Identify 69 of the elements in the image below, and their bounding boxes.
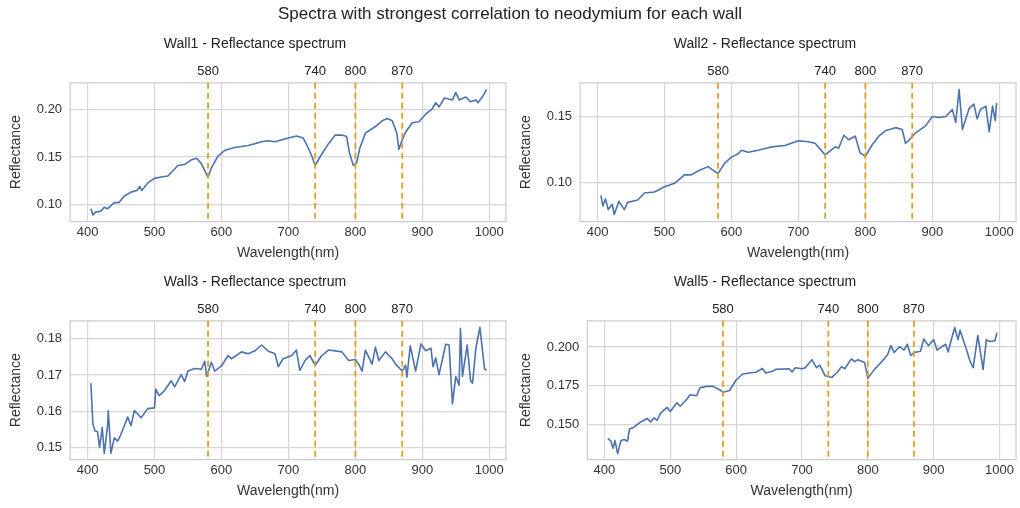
y-tick-label: 0.15 bbox=[36, 148, 63, 164]
x-tick-label: 400 bbox=[586, 223, 609, 239]
ref-line-label: 740 bbox=[304, 62, 327, 78]
x-axis-title: Wavelength(nm) bbox=[236, 244, 340, 261]
ref-line-label: 800 bbox=[344, 62, 367, 78]
x-tick-label: 1000 bbox=[984, 223, 1014, 239]
x-tick-label: 400 bbox=[593, 461, 616, 477]
y-tick-label: 0.200 bbox=[546, 338, 580, 354]
x-tick-label: 900 bbox=[922, 461, 945, 477]
ref-line-label: 580 bbox=[707, 62, 729, 78]
x-tick-label: 800 bbox=[856, 461, 879, 477]
chart-title: Wall1 - Reflectance spectrum bbox=[163, 35, 347, 52]
x-tick-label: 600 bbox=[725, 461, 747, 477]
y-tick-label: 0.15 bbox=[36, 438, 63, 454]
ref-line-label: 870 bbox=[391, 62, 414, 78]
x-tick-label: 500 bbox=[653, 223, 676, 239]
y-tick-label: 0.17 bbox=[36, 366, 63, 382]
text: Spectra with strongest correlation to neodymium for each wall bbox=[277, 4, 743, 24]
x-tick-label: 500 bbox=[143, 461, 166, 477]
x-tick-label: 1000 bbox=[474, 223, 504, 239]
y-axis-title: Reflectance bbox=[7, 353, 24, 428]
y-axis-title: Reflectance bbox=[517, 353, 534, 428]
x-tick-label: 800 bbox=[344, 223, 367, 239]
x-tick-label: 700 bbox=[277, 461, 300, 477]
x-tick-label: 900 bbox=[411, 461, 434, 477]
x-tick-label: 800 bbox=[344, 461, 367, 477]
ref-line-label: 870 bbox=[901, 62, 924, 78]
chart-title: Wall2 - Reflectance spectrum bbox=[673, 35, 857, 52]
ref-line-label: 800 bbox=[344, 300, 367, 316]
x-axis-title: Wavelength(nm) bbox=[236, 482, 340, 499]
ref-line-label: 580 bbox=[197, 300, 219, 316]
y-axis-title: Reflectance bbox=[7, 115, 24, 190]
x-tick-label: 1000 bbox=[474, 461, 504, 477]
y-tick-label: 0.18 bbox=[36, 330, 63, 346]
x-axis-title: Wavelength(nm) bbox=[750, 482, 853, 499]
y-tick-label: 0.175 bbox=[546, 377, 580, 393]
x-tick-label: 700 bbox=[787, 223, 810, 239]
ref-line-label: 580 bbox=[197, 62, 219, 78]
y-tick-label: 0.15 bbox=[546, 107, 573, 123]
x-tick-label: 900 bbox=[411, 223, 434, 239]
ref-line-label: 870 bbox=[391, 300, 414, 316]
x-tick-label: 600 bbox=[210, 223, 233, 239]
x-tick-label: 400 bbox=[76, 223, 99, 239]
x-tick-label: 800 bbox=[854, 223, 877, 239]
chart-title: Wall3 - Reflectance spectrum bbox=[163, 273, 347, 290]
x-tick-label: 1000 bbox=[985, 461, 1014, 477]
x-tick-label: 900 bbox=[921, 223, 944, 239]
chart-title: Wall5 - Reflectance spectrum bbox=[673, 273, 857, 290]
ref-line-label: 800 bbox=[856, 300, 879, 316]
ref-line-label: 580 bbox=[712, 300, 734, 316]
x-tick-label: 500 bbox=[143, 223, 166, 239]
y-axis-title: Reflectance bbox=[517, 115, 534, 190]
x-tick-label: 600 bbox=[210, 461, 233, 477]
x-tick-label: 400 bbox=[76, 461, 99, 477]
x-tick-label: 700 bbox=[277, 223, 300, 239]
ref-line-label: 870 bbox=[903, 300, 925, 316]
ref-line-label: 740 bbox=[304, 300, 327, 316]
x-tick-label: 700 bbox=[791, 461, 813, 477]
y-tick-label: 0.10 bbox=[36, 196, 63, 212]
y-tick-label: 0.20 bbox=[36, 101, 63, 116]
y-tick-label: 0.150 bbox=[546, 415, 580, 431]
x-axis-title: Wavelength(nm) bbox=[746, 244, 850, 261]
ref-line-label: 740 bbox=[814, 62, 837, 78]
y-tick-label: 0.10 bbox=[546, 174, 573, 190]
x-tick-label: 500 bbox=[659, 461, 682, 477]
y-tick-label: 0.16 bbox=[36, 402, 63, 418]
ref-line-label: 800 bbox=[854, 62, 877, 78]
x-tick-label: 600 bbox=[720, 223, 743, 239]
ref-line-label: 740 bbox=[817, 300, 840, 316]
